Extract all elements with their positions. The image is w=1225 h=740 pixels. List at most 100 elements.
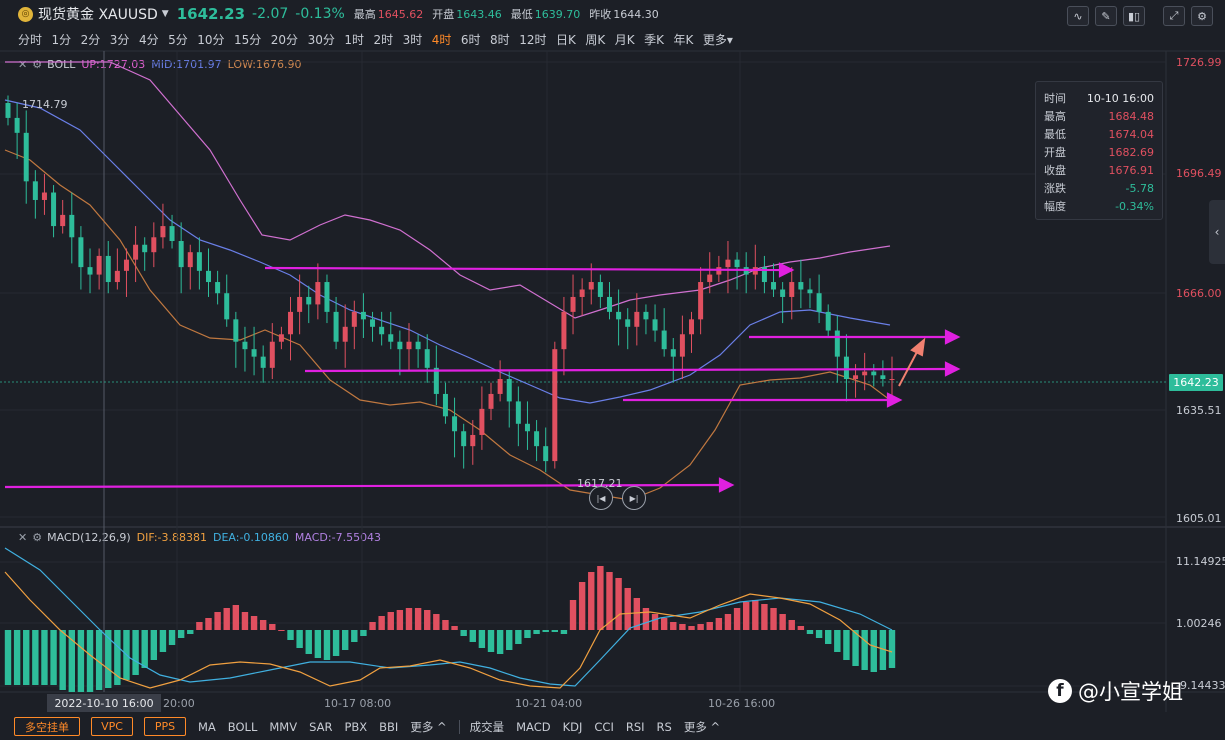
period-tab[interactable]: 2分 [80,32,101,47]
boll-up: UP:1727.03 [81,58,146,71]
indicator-tab[interactable]: KDJ [562,719,583,734]
gear-icon[interactable]: ⚙ [32,531,43,544]
gear-icon[interactable]: ⚙ [32,58,43,71]
period-tab[interactable]: 12时 [519,32,547,47]
period-tab[interactable]: 15分 [234,32,262,47]
candle-type-icon[interactable]: ▮▯ [1123,6,1145,26]
settings-icon[interactable]: ⚙ [1191,6,1213,26]
candlestick [388,311,394,350]
candlestick [205,248,211,297]
indicator-tab[interactable]: MA [198,719,216,734]
period-tab[interactable]: 分时 [18,32,43,47]
indicator-tab[interactable]: 更多 ^ [410,719,447,734]
draw-pen-icon[interactable]: ✎ [1095,6,1117,26]
close-icon[interactable]: ✕ [18,531,28,544]
info-value: 10-10 16:00 [1086,91,1154,105]
period-tab[interactable]: 10分 [197,32,225,47]
period-tab[interactable]: 月K [614,32,635,47]
period-tab[interactable]: 日K [555,32,576,47]
macd-value: MACD:-7.55043 [294,531,382,544]
period-tab[interactable]: 4分 [138,32,159,47]
candlestick [606,282,612,320]
chevron-left-icon[interactable]: ‹ [1209,200,1225,264]
indicator-tab[interactable]: RSI [625,719,645,734]
period-tab[interactable]: 6时 [460,32,481,47]
period-tab[interactable]: 季K [644,32,664,47]
long-short-orders-button[interactable]: 多空挂单 [14,717,80,736]
info-label: 最低 [1044,128,1066,141]
pps-button[interactable]: PPS [144,717,186,736]
watermark-text: @小宣学姐 [1078,680,1183,704]
price-change: -2.07 [252,6,289,22]
boll-legend: ✕ ⚙ BOLL UP:1727.03 MID:1701.97 LOW:1676… [18,58,302,71]
indicator-tab[interactable]: CCI [594,719,614,734]
macd-bar [250,616,258,630]
period-tab[interactable]: 周K [585,32,606,47]
expand-icon[interactable]: ⤢ [1163,6,1185,26]
candlestick [160,203,166,249]
candlestick [269,323,275,380]
crosshair-time-badge: 2022-10-10 16:00 [47,694,161,712]
indicator-tab[interactable]: 更多 ^ [683,719,721,734]
period-tab[interactable]: 5分 [168,32,188,47]
candlestick [60,199,66,234]
candlestick [552,341,558,469]
candlestick [707,252,713,294]
macd-bar [633,598,641,630]
close-icon[interactable]: ✕ [18,58,28,71]
macd-bar [323,630,331,660]
prev-bar-icon[interactable]: |◀ [589,486,613,510]
period-tab[interactable]: 1分 [51,32,72,47]
candlestick [798,259,804,309]
period-tab[interactable]: 3时 [402,32,423,47]
period-tab[interactable]: 2时 [373,32,394,47]
indicator-tab[interactable]: 成交量 [469,719,505,734]
low-marker-label: 1617.21 [577,477,623,490]
candlestick [643,304,649,335]
candlestick [32,170,38,219]
candlestick [862,352,868,391]
time-axis-label: 10-17 08:00 [324,697,392,710]
macd-bar [451,626,458,630]
macd-bar [59,630,66,690]
period-tab[interactable]: 更多▾ [702,32,733,47]
vpc-button[interactable]: VPC [91,717,133,736]
macd-bar [187,630,194,634]
candlestick [424,334,430,383]
candlestick [41,173,47,215]
period-tab[interactable]: 8时 [490,32,510,47]
macd-bar [551,630,559,632]
chevron-down-icon[interactable]: ▼ [161,9,169,19]
macd-bar [13,630,21,685]
boll-lower-line [4,149,891,501]
macd-bar [879,630,887,670]
indicator-tab[interactable]: BOLL [227,719,258,734]
candlestick [734,252,740,290]
next-bar-icon[interactable]: ▶| [622,486,646,510]
symbol-selector[interactable]: 现货黄金 XAUUSD [38,7,158,23]
macd-bar [287,630,294,640]
time-axis-label: 20:00 [163,697,195,710]
indicator-tab[interactable]: MMV [269,719,298,734]
period-tab[interactable]: 4时 [431,32,452,47]
indicator-tab[interactable]: RS [656,719,672,734]
candlestick [579,278,585,316]
macd-bar [414,608,422,630]
macd-bar [95,630,103,690]
period-tab[interactable]: 20分 [270,32,299,47]
indicator-tab[interactable]: SAR [309,719,333,734]
indicator-tab[interactable]: PBX [344,719,368,734]
period-tab[interactable]: 1时 [344,32,364,47]
period-tab[interactable]: 3分 [109,32,130,47]
period-tab[interactable]: 年K [673,32,694,47]
boll-low: LOW:1676.90 [227,58,302,71]
macd-bar [515,630,522,644]
boll-mid-line [4,99,891,404]
indicator-icon[interactable]: ∿ [1067,6,1089,26]
indicator-tab[interactable]: MACD [516,719,551,734]
macd-bar [360,630,367,636]
indicator-tab[interactable]: BBI [379,719,399,734]
period-tab[interactable]: 30分 [307,32,335,47]
macd-bar [205,618,212,630]
macd-bar [588,572,595,630]
